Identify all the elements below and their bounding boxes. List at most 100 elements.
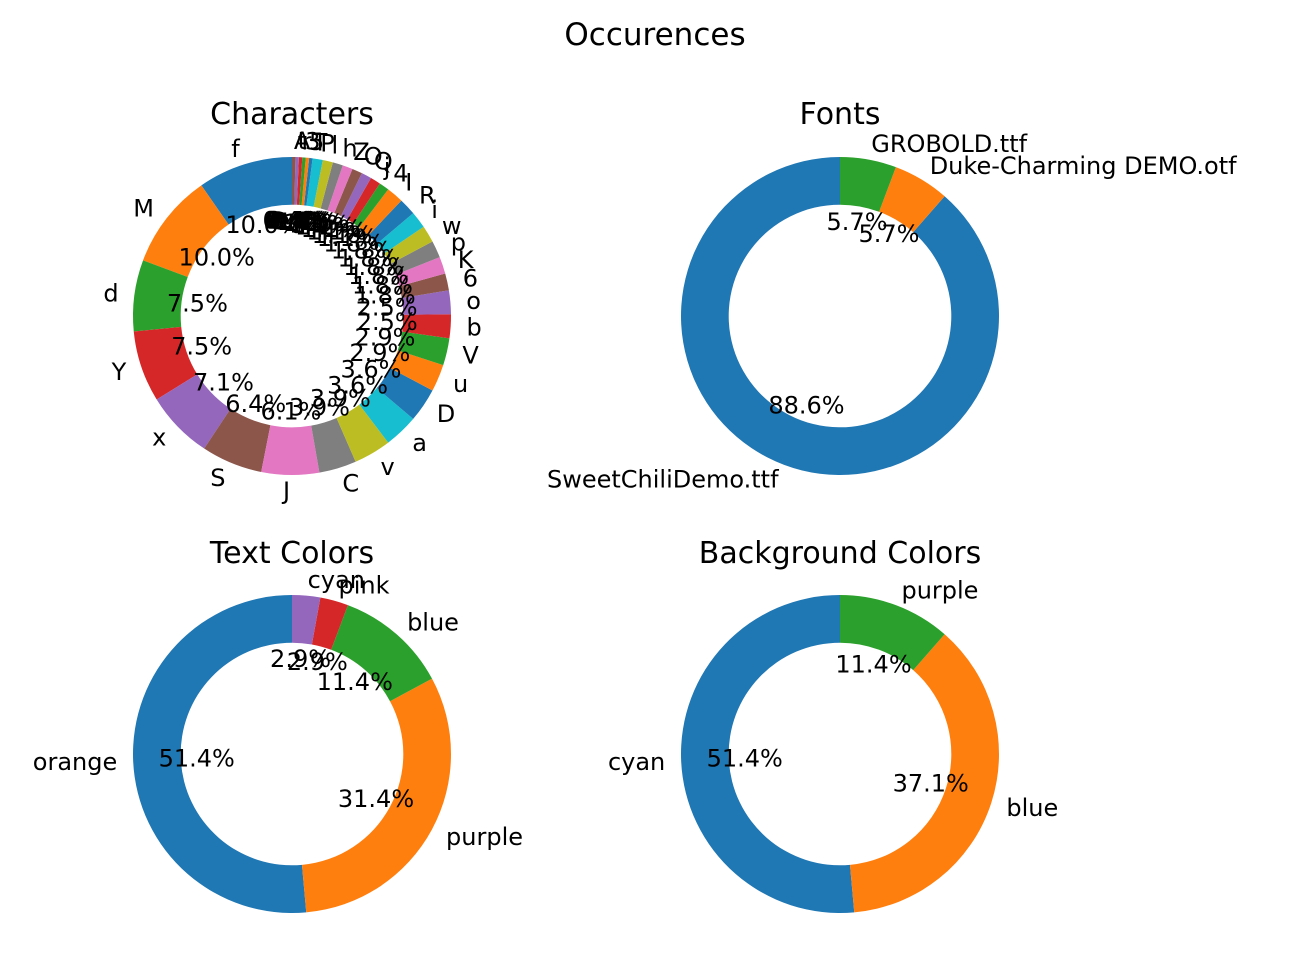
wedge-characters-q (340, 173, 372, 220)
wedge-characters-p (306, 158, 323, 207)
label-text-colors-pink: pink (339, 571, 390, 599)
label-fonts-sweetchilidemo-ttf: SweetChiliDemo.ttf (547, 466, 779, 494)
percent-characters-y: 7.5% (171, 332, 232, 360)
label-characters-i: i (431, 196, 438, 224)
wedge-background-colors-blue (849, 634, 999, 913)
wedge-text-colors-cyan (292, 595, 321, 645)
chart-title-text-colors: Text Colors (209, 536, 374, 571)
percent-background-colors-blue: 37.1% (893, 769, 969, 797)
percent-fonts-sweetchilidemo-ttf: 88.6% (768, 391, 844, 419)
percent-characters-k: 1.8% (352, 272, 413, 300)
wedge-characters-5 (301, 157, 310, 206)
wedge-text-colors-orange (133, 595, 307, 914)
percent-characters-b: 2.5% (357, 308, 418, 336)
label-background-colors-blue: blue (1006, 794, 1058, 822)
label-characters-u: u (453, 370, 468, 398)
label-characters-o: O (364, 142, 383, 170)
label-text-colors-orange: orange (33, 748, 117, 776)
label-fonts-duke-charming-demo-otf: Duke-Charming DEMO.otf (930, 152, 1237, 180)
wedge-characters-d (376, 368, 433, 419)
wedge-text-colors-blue (331, 605, 433, 702)
percent-characters-p: 1.1% (277, 208, 338, 236)
wedge-characters-r (296, 157, 303, 205)
wedge-characters-t (294, 157, 299, 205)
wedge-fonts-sweetchilidemo-ttf (680, 157, 999, 476)
wedge-characters-k (395, 257, 446, 287)
percent-characters-v: 2.9% (354, 324, 415, 352)
percent-characters-t: 0.4% (265, 207, 326, 235)
wedge-characters-v (336, 404, 389, 462)
label-characters-x: x (152, 424, 166, 452)
percent-characters-r: 0.4% (267, 207, 328, 235)
wedge-characters-j (347, 178, 380, 224)
percent-characters-p: 1.8% (348, 262, 409, 290)
label-characters-i: I (405, 169, 412, 197)
percent-characters-j: 6.1% (260, 397, 321, 425)
percent-text-colors-pink: 2.9% (287, 648, 348, 676)
percent-fonts-grobold-ttf: 5.7% (827, 208, 888, 236)
label-characters-m: M (133, 195, 154, 223)
label-characters-5: 5 (309, 128, 324, 156)
label-characters-6: 6 (463, 264, 478, 292)
label-characters-d: D (437, 400, 455, 428)
pie-text-colors: Text Colors orange 51.4% purple 31.4% blue 11… (33, 536, 523, 914)
percent-background-colors-cyan: 51.4% (707, 744, 783, 772)
wedge-background-colors-cyan (681, 595, 855, 913)
wedge-characters-o (334, 168, 362, 217)
label-characters-p: P (320, 129, 334, 157)
label-characters-d: d (103, 279, 118, 307)
label-characters-r: r (301, 127, 311, 155)
label-text-colors-blue: blue (407, 608, 459, 636)
wedge-characters-l (313, 160, 333, 209)
percent-characters-t: 0.4% (273, 207, 334, 235)
percent-background-colors-purple: 11.4% (835, 651, 911, 679)
figure-title: Occurences (564, 17, 745, 53)
wedge-characters-s (204, 408, 271, 472)
percent-characters-r: 1.8% (331, 236, 392, 264)
label-characters-h: h (342, 135, 357, 163)
label-characters-p: p (451, 229, 466, 257)
label-characters-4: 4 (393, 159, 408, 187)
wedge-characters-j (261, 425, 320, 475)
wedge-fonts-duke-charming-demo-otf (879, 167, 945, 233)
chart-title-characters: Characters (210, 97, 374, 132)
percent-characters-j: 1.1% (312, 221, 373, 249)
percent-characters-5: 0.4% (271, 207, 332, 235)
wedge-characters-x (156, 374, 231, 449)
label-text-colors-cyan: cyan (308, 566, 365, 594)
percent-characters-f: 10.0% (225, 211, 301, 239)
label-characters-r: R (419, 182, 436, 210)
wedge-characters-a (292, 157, 296, 205)
wedge-text-colors-pink (311, 597, 348, 650)
label-characters-l: l (331, 132, 338, 160)
percent-characters-d: 7.5% (167, 290, 228, 318)
label-characters-z: Z (353, 138, 369, 166)
percent-characters-i: 1.8% (323, 229, 384, 257)
wedge-characters-3 (299, 157, 306, 206)
percent-characters-6: 1.8% (355, 281, 416, 309)
percent-characters-w: 1.8% (343, 253, 404, 281)
label-characters-a: A (294, 127, 311, 155)
percent-characters-a: 3.6% (327, 371, 388, 399)
wedge-characters-m (143, 185, 229, 278)
percent-text-colors-purple: 31.4% (338, 785, 414, 813)
wedge-characters-a (359, 388, 414, 443)
label-characters-t: T (312, 128, 328, 156)
wedge-characters-u (390, 350, 444, 391)
wedge-characters-6 (399, 273, 449, 298)
wedge-background-colors-purple (840, 595, 945, 671)
wedge-characters-b (402, 314, 451, 339)
label-characters-q: Q (374, 147, 393, 175)
wedge-characters-c (311, 418, 356, 473)
percent-characters-4: 1.1% (317, 224, 378, 252)
label-fonts-grobold-ttf: GROBOLD.ttf (871, 130, 1027, 158)
percent-characters-m: 10.0% (179, 243, 255, 271)
wedge-characters-y (133, 326, 198, 400)
wedge-characters-t (304, 157, 313, 206)
percent-characters-o: 1.1% (301, 215, 362, 243)
wedge-characters-d (132, 260, 188, 332)
label-characters-c: C (342, 469, 359, 497)
percent-characters-u: 2.9% (349, 339, 410, 367)
label-characters-3: 3 (305, 128, 320, 156)
